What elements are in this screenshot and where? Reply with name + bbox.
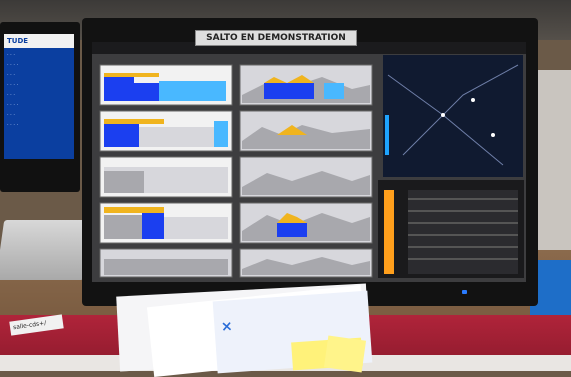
- chart-panel-5: [99, 156, 233, 198]
- chart-panel-3: [99, 110, 233, 152]
- left-screen-row: · · · ·: [7, 82, 19, 88]
- chart-panel-1: [99, 64, 233, 106]
- left-screen-row: · · · ·: [7, 102, 19, 108]
- brochure-logo: ×: [218, 320, 235, 333]
- left-screen-row: · · ·: [7, 52, 15, 58]
- left-screen-title: TUDE: [4, 34, 74, 48]
- left-screen-row: · · ·: [7, 92, 15, 98]
- chart-panel-6: [239, 156, 373, 198]
- chart-grid: [99, 64, 373, 278]
- chart-panel-7: [99, 202, 233, 244]
- left-screen-row: · · ·: [7, 112, 15, 118]
- keyboard: [0, 220, 93, 280]
- left-screen-row: · · · ·: [7, 62, 19, 68]
- left-monitor-screen: TUDE · · · · · · · · · · · · · · · · · ·…: [4, 34, 74, 159]
- chart-panel-8: [239, 202, 373, 244]
- demo-banner: SALTO EN DEMONSTRATION: [195, 30, 357, 46]
- chart-panel-4: [239, 110, 373, 152]
- flight-table: [378, 180, 524, 278]
- chart-panel-9: [99, 248, 233, 278]
- power-indicator: [462, 290, 467, 294]
- left-screen-row: · · ·: [7, 72, 15, 78]
- left-screen-row: · · · ·: [7, 122, 19, 128]
- chart-panel-2: [239, 64, 373, 106]
- chart-panel-10: [239, 248, 373, 278]
- airspace-map: [383, 55, 523, 177]
- sticky-note: [323, 335, 367, 373]
